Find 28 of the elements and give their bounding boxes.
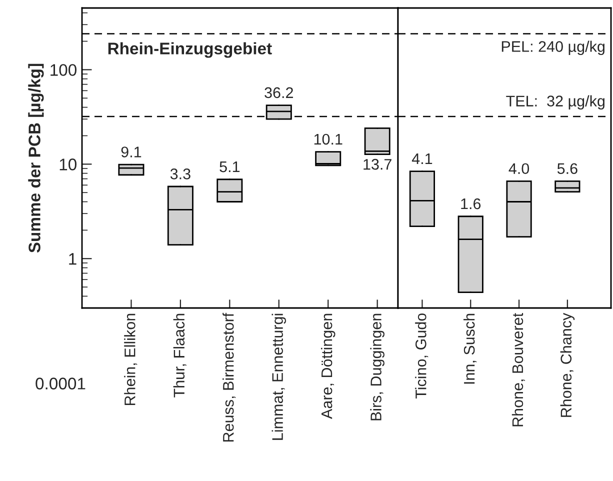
text: 9.1 xyxy=(121,146,142,158)
x-tick-label: Limmat, Ennetturgi xyxy=(272,314,286,440)
x-tick-label: Rhein, Ellikon xyxy=(124,314,138,406)
y-tick-label: 1 xyxy=(69,253,76,265)
text: Rhein-Einzugsgebiet xyxy=(108,42,272,58)
text: 5.1 xyxy=(220,162,240,172)
text: 0.0001 xyxy=(36,378,86,390)
x-tick-label: Aare, Döttingen xyxy=(320,314,336,419)
text: 5.6 xyxy=(557,163,578,174)
x-tick-label: Birs, Duggingen xyxy=(370,314,384,420)
x-tick-label: Reuss, Birmenstorf xyxy=(222,312,236,442)
text: 4.1 xyxy=(412,153,432,164)
x-tick-label: Rhone, Bouveret xyxy=(512,312,525,426)
ref-line-label: PEL: 240 µg/kg xyxy=(502,40,604,55)
text: 4.0 xyxy=(508,163,530,174)
y-axis-title: Summe der PCB [µg/kg] xyxy=(28,64,44,253)
x-tick-label: Rhone, Chancy xyxy=(560,312,575,417)
text: 1.6 xyxy=(461,198,481,210)
x-tick-label: Ticino, Gudo xyxy=(415,313,428,399)
y-tick-label: 10 xyxy=(60,158,76,170)
text: 10.1 xyxy=(314,134,342,145)
text: 13.7 xyxy=(364,158,392,170)
text: 36.2 xyxy=(264,87,293,98)
x-tick-label: Inn, Susch xyxy=(463,314,477,384)
ref-line-label: TEL: 32 µg/kg xyxy=(506,95,604,110)
text: 3.3 xyxy=(170,168,190,180)
x-tick-label: Thur, Flaach xyxy=(173,314,186,398)
y-tick-label: 100 xyxy=(50,64,76,76)
